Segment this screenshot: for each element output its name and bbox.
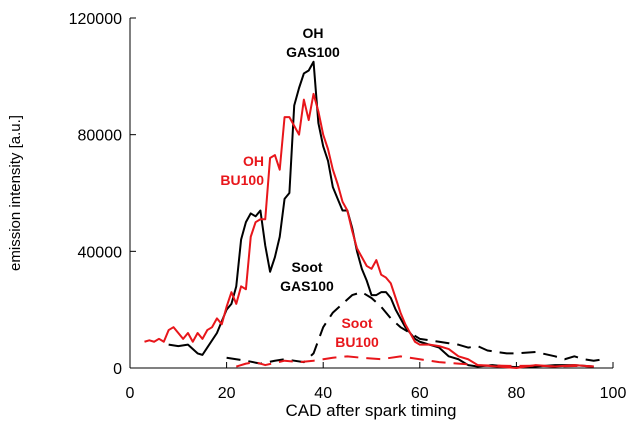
y-axis-title: emission intensity [a.u.] [7, 115, 24, 271]
series-label-line: OH [303, 25, 324, 41]
series-line [168, 60, 594, 369]
x-tick-label: 20 [218, 385, 236, 402]
series-label-line: BU100 [335, 334, 379, 350]
x-axis-title: CAD after spark timing [286, 401, 457, 420]
x-tick-label: 0 [126, 385, 135, 402]
y-tick-label: 80000 [78, 128, 123, 145]
series-label: OH BU100 [220, 153, 264, 188]
x-tick-label: 60 [411, 385, 429, 402]
series-label-line: BU100 [220, 172, 264, 188]
x-tick-label: 40 [314, 385, 332, 402]
x-tick-label: 80 [508, 385, 526, 402]
series-label: Soot BU100 [335, 315, 379, 350]
series-label-line: GAS100 [286, 44, 340, 60]
series-line [235, 355, 594, 368]
series-label-line: GAS100 [280, 278, 334, 294]
x-tick-label: 100 [600, 385, 627, 402]
series-line [226, 291, 604, 365]
y-tick-label: 40000 [78, 244, 123, 261]
series-label: Soot GAS100 [280, 259, 334, 294]
y-tick-label: 0 [113, 361, 122, 378]
series-label-line: Soot [291, 259, 322, 275]
series-label-line: OH [243, 153, 264, 169]
series-line [144, 92, 594, 369]
y-tick-label: 120000 [69, 11, 122, 28]
series-label-line: Soot [341, 315, 372, 331]
series-label: OH GAS100 [286, 25, 340, 60]
